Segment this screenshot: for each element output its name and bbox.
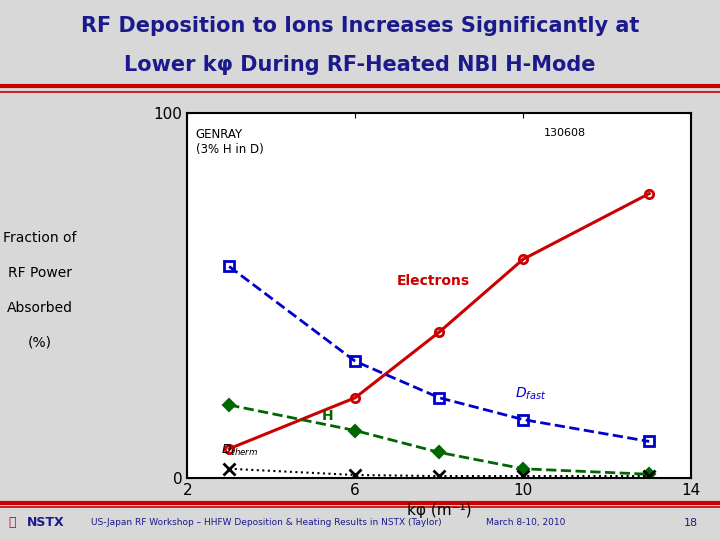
Text: Lower kφ During RF-Heated NBI H-Mode: Lower kφ During RF-Heated NBI H-Mode [125,55,595,75]
Text: Ⓞ: Ⓞ [9,516,16,530]
X-axis label: kφ (m⁻¹): kφ (m⁻¹) [407,503,472,518]
Text: US-Japan RF Workshop – HHFW Deposition & Heating Results in NSTX (Taylor): US-Japan RF Workshop – HHFW Deposition &… [91,518,441,528]
Text: NSTX: NSTX [27,516,65,530]
Text: March 8-10, 2010: March 8-10, 2010 [486,518,565,528]
Text: GENRAY
(3% H in D): GENRAY (3% H in D) [196,128,264,156]
Text: 18: 18 [684,518,698,528]
Text: RF Deposition to Ions Increases Significantly at: RF Deposition to Ions Increases Signific… [81,16,639,36]
Text: RF Power: RF Power [8,266,71,280]
Text: (%): (%) [27,336,52,350]
Text: $D_{fast}$: $D_{fast}$ [515,386,546,402]
Text: Electrons: Electrons [397,274,470,288]
Text: $D_{therm}$: $D_{therm}$ [221,443,258,458]
Text: 130608: 130608 [544,128,586,138]
Text: H: H [322,409,333,423]
Text: Absorbed: Absorbed [6,301,73,315]
Text: Fraction of: Fraction of [3,231,76,245]
